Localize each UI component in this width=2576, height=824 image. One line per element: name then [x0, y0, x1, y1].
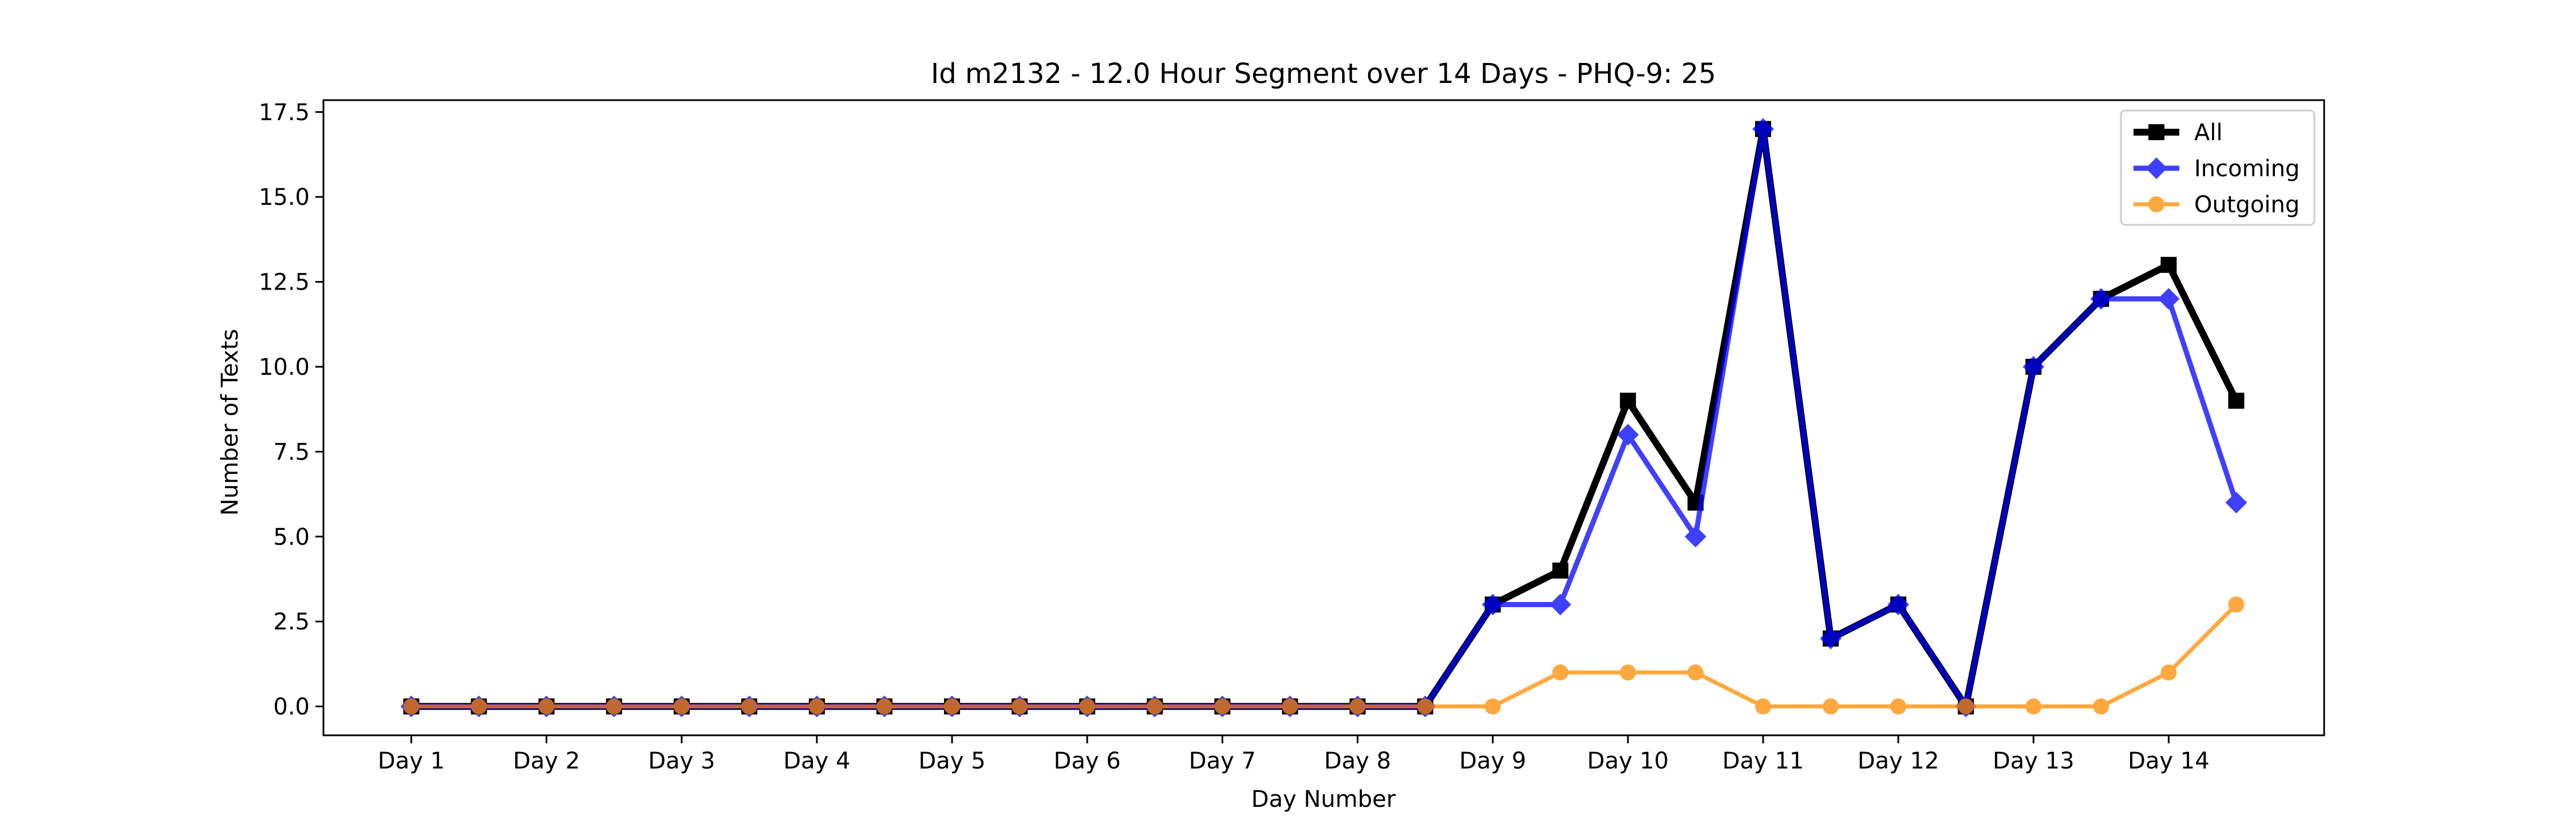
x-tick-label: Day 5 [919, 748, 986, 774]
data-point-outgoing [2025, 698, 2042, 715]
x-tick-label: Day 12 [1858, 748, 1939, 774]
legend-box [2120, 109, 2316, 226]
x-tick-label: Day 10 [1587, 748, 1669, 774]
y-tick-label: 2.5 [273, 609, 310, 635]
data-point-outgoing [1958, 698, 1974, 715]
x-tick-label: Day 8 [1324, 748, 1391, 774]
data-point-incoming [2022, 356, 2045, 378]
y-tick-label: 5.0 [273, 524, 310, 550]
x-tick-label: Day 14 [2128, 748, 2210, 774]
x-axis-label: Day Number [1251, 786, 1396, 813]
data-point-outgoing [944, 698, 961, 715]
legend-marker-outgoing [2148, 196, 2164, 212]
data-point-incoming [1617, 423, 1639, 446]
data-point-outgoing [1417, 698, 1433, 715]
data-point-all [2160, 256, 2177, 273]
data-point-outgoing [1890, 698, 1907, 715]
data-point-all [1552, 562, 1568, 579]
data-point-all [2228, 393, 2245, 409]
data-point-outgoing [876, 698, 893, 715]
data-point-outgoing [741, 698, 757, 715]
y-axis-label: Number of Texts [217, 329, 243, 516]
data-point-incoming [1820, 627, 1842, 649]
data-point-incoming [1752, 118, 1774, 140]
data-point-incoming [2225, 492, 2247, 514]
data-point-outgoing [606, 698, 622, 715]
y-tick-label: 7.5 [273, 439, 310, 465]
data-point-incoming [1549, 593, 1571, 616]
data-point-outgoing [1823, 698, 1839, 715]
data-point-outgoing [1012, 698, 1028, 715]
legend-marker-all [2148, 124, 2164, 140]
legend-item-outgoing [2134, 196, 2179, 212]
legend-marker-incoming [2146, 157, 2167, 179]
y-axis-ticks: 0.0 2.5 5.0 7.5 10.0 12.5 15.0 17.5 [259, 100, 323, 720]
data-point-outgoing [2093, 698, 2109, 715]
x-axis-ticks: Day 1 Day 2 Day 3 Day 4 Day 5 Day 6 Day 7 Day 8… [378, 735, 2210, 774]
data-point-outgoing [1147, 698, 1163, 715]
data-point-incoming [1481, 593, 1504, 616]
data-point-outgoing [1552, 664, 1568, 681]
legend-label-outgoing: Outgoing [2194, 192, 2300, 218]
data-point-outgoing [1619, 664, 1636, 681]
data-point-outgoing [1282, 698, 1298, 715]
data-point-outgoing [1484, 698, 1501, 715]
y-tick-label: 15.0 [259, 184, 310, 211]
data-point-outgoing [403, 698, 420, 715]
x-tick-label: Day 6 [1054, 748, 1121, 774]
legend-label-all: All [2194, 120, 2223, 146]
x-tick-label: Day 3 [648, 748, 715, 774]
plot-series [400, 118, 2247, 718]
data-point-outgoing [2228, 596, 2245, 613]
x-tick-label: Day 11 [1722, 748, 1804, 774]
legend-item-incoming [2134, 157, 2179, 179]
chart-title: Id m2132 - 12.0 Hour Segment over 14 Day… [931, 58, 1716, 90]
data-point-incoming [1887, 593, 1910, 616]
series-outgoing [403, 596, 2245, 715]
data-point-outgoing [1687, 664, 1704, 681]
y-tick-label: 12.5 [259, 270, 310, 296]
data-point-outgoing [1214, 698, 1231, 715]
x-tick-label: Day 2 [513, 748, 580, 774]
y-tick-label: 0.0 [273, 694, 310, 720]
data-point-all [1619, 393, 1636, 409]
data-point-outgoing [1349, 698, 1366, 715]
data-point-incoming [2158, 288, 2180, 310]
data-point-outgoing [673, 698, 690, 715]
x-tick-label: Day 13 [1993, 748, 2075, 774]
series-line-outgoing [409, 602, 2239, 709]
data-point-incoming [1685, 525, 1706, 548]
data-point-outgoing [2160, 664, 2177, 681]
legend-item-all [2134, 124, 2179, 140]
data-point-outgoing [1755, 698, 1771, 715]
y-tick-label: 10.0 [259, 354, 310, 381]
data-point-outgoing [1079, 698, 1096, 715]
data-point-outgoing [538, 698, 555, 715]
plot-frame [322, 99, 2325, 736]
legend-label-incoming: Incoming [2194, 156, 2300, 182]
x-tick-label: Day 7 [1189, 748, 1256, 774]
data-point-incoming [2090, 288, 2112, 310]
x-tick-label: Day 4 [783, 748, 850, 774]
y-tick-label: 17.5 [259, 100, 310, 126]
x-tick-label: Day 9 [1459, 748, 1526, 774]
x-tick-label: Day 1 [378, 748, 445, 774]
legend: All Incoming Outgoing [2120, 109, 2316, 226]
data-point-outgoing [471, 698, 487, 715]
data-point-outgoing [808, 698, 825, 715]
